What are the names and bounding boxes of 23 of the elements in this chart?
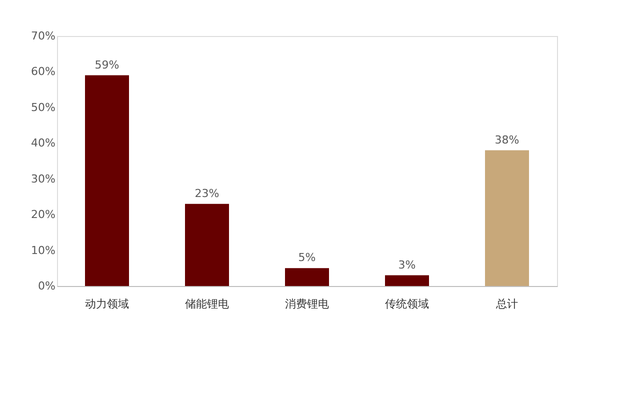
data-label: 59% xyxy=(94,58,120,72)
x-tick-label: 总计 xyxy=(495,298,518,310)
x-tick-label: 传统领域 xyxy=(385,298,429,310)
bar xyxy=(285,268,329,286)
bar xyxy=(185,204,229,286)
y-tick-label: 60% xyxy=(31,65,56,78)
data-label: 5% xyxy=(298,251,316,264)
data-label: 38% xyxy=(494,133,520,146)
y-tick-label: 40% xyxy=(31,136,56,150)
x-tick-label: 动力领域 xyxy=(85,298,129,310)
x-tick-label: 储能锂电 xyxy=(185,298,229,310)
bar xyxy=(485,150,529,286)
y-tick-label: 50% xyxy=(31,100,56,114)
bar xyxy=(85,75,129,286)
bar xyxy=(385,275,429,286)
y-tick-label: 10% xyxy=(31,244,56,257)
y-tick-label: 30% xyxy=(31,172,56,186)
y-tick-label: 70% xyxy=(31,30,56,42)
x-tick-label: 消费锂电 xyxy=(285,298,329,310)
y-tick-label: 0% xyxy=(38,280,56,292)
data-label: 3% xyxy=(398,258,416,272)
y-tick-label: 20% xyxy=(31,208,56,222)
data-label: 23% xyxy=(194,186,220,200)
